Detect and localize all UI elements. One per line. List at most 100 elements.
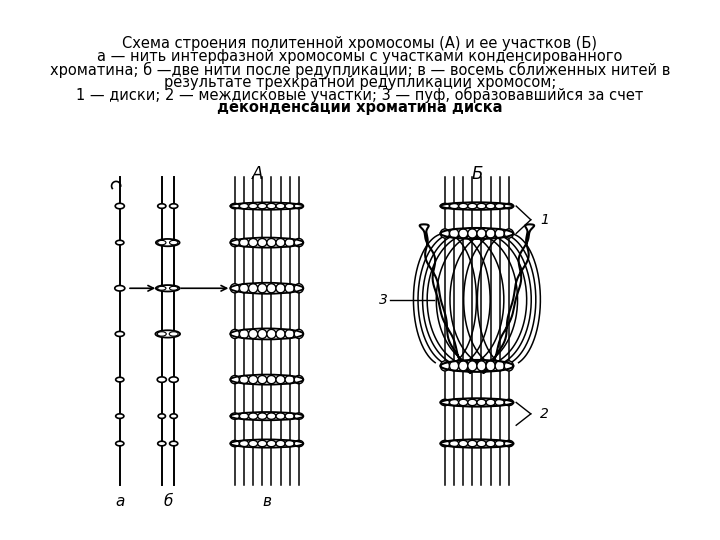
Ellipse shape: [459, 399, 468, 406]
Ellipse shape: [459, 229, 468, 238]
Ellipse shape: [477, 399, 486, 406]
Ellipse shape: [276, 239, 285, 247]
Ellipse shape: [294, 413, 303, 420]
Ellipse shape: [441, 229, 449, 238]
Ellipse shape: [477, 204, 486, 209]
Ellipse shape: [240, 375, 248, 384]
Ellipse shape: [276, 413, 285, 420]
Text: А: А: [252, 165, 264, 183]
Ellipse shape: [116, 441, 124, 446]
Ellipse shape: [240, 284, 248, 293]
Ellipse shape: [495, 440, 504, 447]
Text: деконденсации хроматина диска: деконденсации хроматина диска: [217, 100, 503, 115]
Ellipse shape: [248, 204, 258, 209]
Ellipse shape: [504, 229, 513, 238]
Ellipse shape: [158, 240, 166, 245]
Ellipse shape: [158, 204, 166, 208]
Ellipse shape: [449, 399, 459, 406]
Ellipse shape: [294, 329, 303, 339]
Ellipse shape: [441, 440, 449, 447]
Ellipse shape: [158, 441, 166, 446]
Ellipse shape: [114, 286, 125, 291]
Ellipse shape: [285, 329, 294, 339]
Ellipse shape: [285, 204, 294, 209]
Ellipse shape: [230, 375, 240, 384]
Ellipse shape: [248, 375, 258, 384]
Ellipse shape: [285, 440, 294, 447]
Ellipse shape: [258, 329, 267, 339]
Ellipse shape: [276, 284, 285, 293]
Ellipse shape: [477, 361, 486, 371]
Ellipse shape: [156, 285, 179, 292]
Ellipse shape: [258, 440, 267, 447]
Ellipse shape: [116, 240, 124, 245]
Ellipse shape: [170, 441, 178, 446]
Ellipse shape: [276, 440, 285, 447]
Ellipse shape: [504, 399, 513, 406]
Ellipse shape: [267, 440, 276, 447]
Text: а — нить интерфазной хромосомы с участками конденсированного: а — нить интерфазной хромосомы с участка…: [97, 49, 623, 64]
Ellipse shape: [449, 361, 459, 371]
Ellipse shape: [486, 440, 495, 447]
Ellipse shape: [486, 204, 495, 209]
Text: 3: 3: [379, 293, 387, 307]
Ellipse shape: [240, 440, 248, 447]
Ellipse shape: [158, 286, 166, 290]
Text: 2: 2: [540, 407, 549, 421]
Ellipse shape: [285, 375, 294, 384]
Ellipse shape: [441, 399, 449, 406]
Ellipse shape: [468, 440, 477, 447]
Ellipse shape: [468, 229, 477, 238]
Ellipse shape: [477, 440, 486, 447]
Text: результате трехкратной редупликации хромосом;: результате трехкратной редупликации хром…: [164, 75, 556, 90]
Ellipse shape: [267, 284, 276, 293]
Ellipse shape: [294, 440, 303, 447]
Ellipse shape: [276, 204, 285, 209]
Text: 1 — диски; 2 — междисковые участки; 3 — пуф, образовавшийся за счет: 1 — диски; 2 — междисковые участки; 3 — …: [76, 87, 644, 104]
Ellipse shape: [258, 204, 267, 209]
Ellipse shape: [156, 330, 180, 338]
Ellipse shape: [240, 413, 248, 420]
Ellipse shape: [230, 440, 240, 447]
Ellipse shape: [258, 284, 267, 293]
Ellipse shape: [504, 440, 513, 447]
Ellipse shape: [449, 204, 459, 209]
Ellipse shape: [157, 377, 166, 382]
Ellipse shape: [248, 413, 258, 420]
Ellipse shape: [477, 229, 486, 238]
Ellipse shape: [449, 440, 459, 447]
Ellipse shape: [504, 204, 513, 209]
Ellipse shape: [459, 204, 468, 209]
Ellipse shape: [230, 329, 240, 339]
Ellipse shape: [267, 375, 276, 384]
Text: в: в: [262, 494, 271, 509]
Ellipse shape: [285, 284, 294, 293]
Ellipse shape: [504, 361, 513, 371]
Text: б: б: [163, 494, 172, 509]
Ellipse shape: [486, 229, 495, 238]
Ellipse shape: [486, 361, 495, 371]
Ellipse shape: [169, 377, 179, 382]
Ellipse shape: [441, 204, 449, 209]
Ellipse shape: [158, 332, 166, 336]
Text: хроматина; б —две нити после редупликации; в — восемь сближенных нитей в: хроматина; б —две нити после редупликаци…: [50, 62, 670, 78]
Ellipse shape: [158, 414, 166, 418]
Ellipse shape: [240, 204, 248, 209]
Ellipse shape: [495, 204, 504, 209]
Text: 1: 1: [540, 213, 549, 227]
Ellipse shape: [294, 375, 303, 384]
Ellipse shape: [285, 413, 294, 420]
Ellipse shape: [240, 329, 248, 339]
Ellipse shape: [116, 377, 124, 382]
Ellipse shape: [294, 239, 303, 247]
Ellipse shape: [258, 239, 267, 247]
Ellipse shape: [156, 239, 179, 246]
Ellipse shape: [230, 239, 240, 247]
Ellipse shape: [248, 329, 258, 339]
Text: Б: Б: [471, 165, 482, 183]
Ellipse shape: [459, 440, 468, 447]
Ellipse shape: [495, 399, 504, 406]
Ellipse shape: [468, 399, 477, 406]
Ellipse shape: [170, 414, 177, 418]
Ellipse shape: [258, 375, 267, 384]
